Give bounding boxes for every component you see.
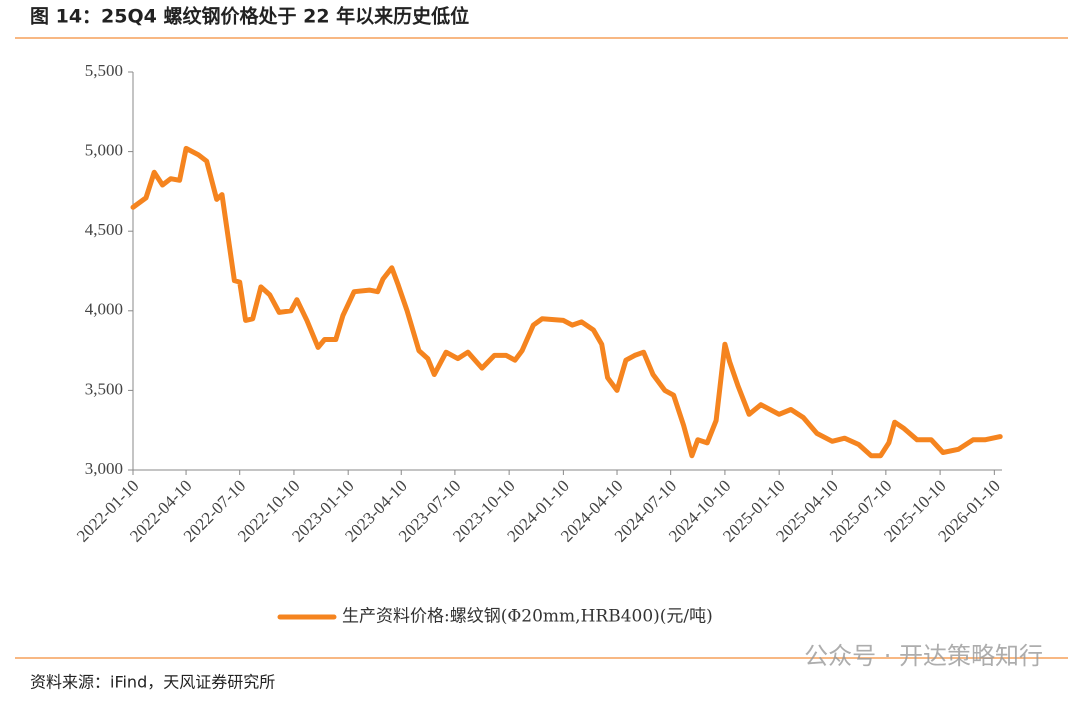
watermark: 公众号 · 开达策略知行 xyxy=(804,642,1043,670)
y-tick-label: 5,500 xyxy=(85,61,123,80)
source: 资料来源：iFind，天风证券研究所 xyxy=(30,673,275,692)
y-tick-label: 3,500 xyxy=(85,379,123,398)
y-tick-label: 5,000 xyxy=(85,141,123,160)
line-series xyxy=(130,145,1003,459)
y-tick-label: 3,000 xyxy=(85,459,123,478)
y-tick-label: 4,000 xyxy=(85,300,123,319)
y-tick-label: 4,500 xyxy=(85,220,123,239)
chart-title: 图 14：25Q4 螺纹钢价格处于 22 年以来历史低位 xyxy=(30,5,469,28)
legend-label: 生产资料价格:螺纹钢(Φ20mm,HRB400)(元/吨) xyxy=(342,607,713,627)
